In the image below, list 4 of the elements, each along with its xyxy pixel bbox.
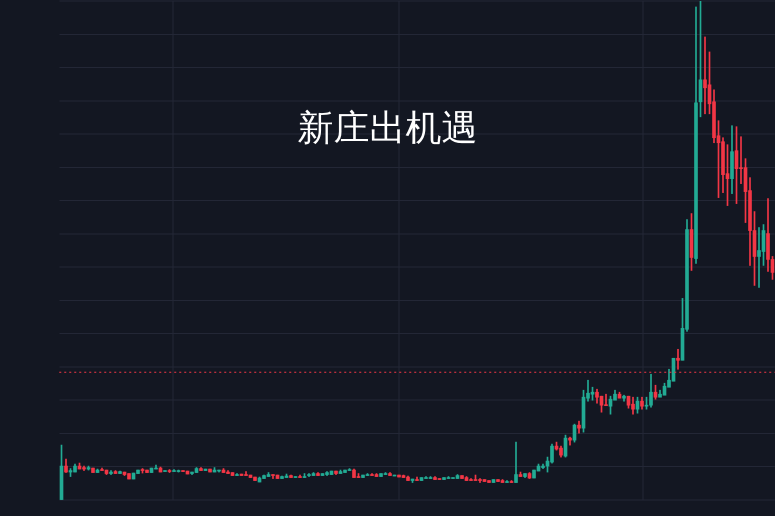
candlestick	[91, 468, 95, 473]
text: 新庄出机遇	[296, 107, 478, 151]
candlestick	[492, 479, 496, 483]
candlestick	[208, 468, 212, 472]
